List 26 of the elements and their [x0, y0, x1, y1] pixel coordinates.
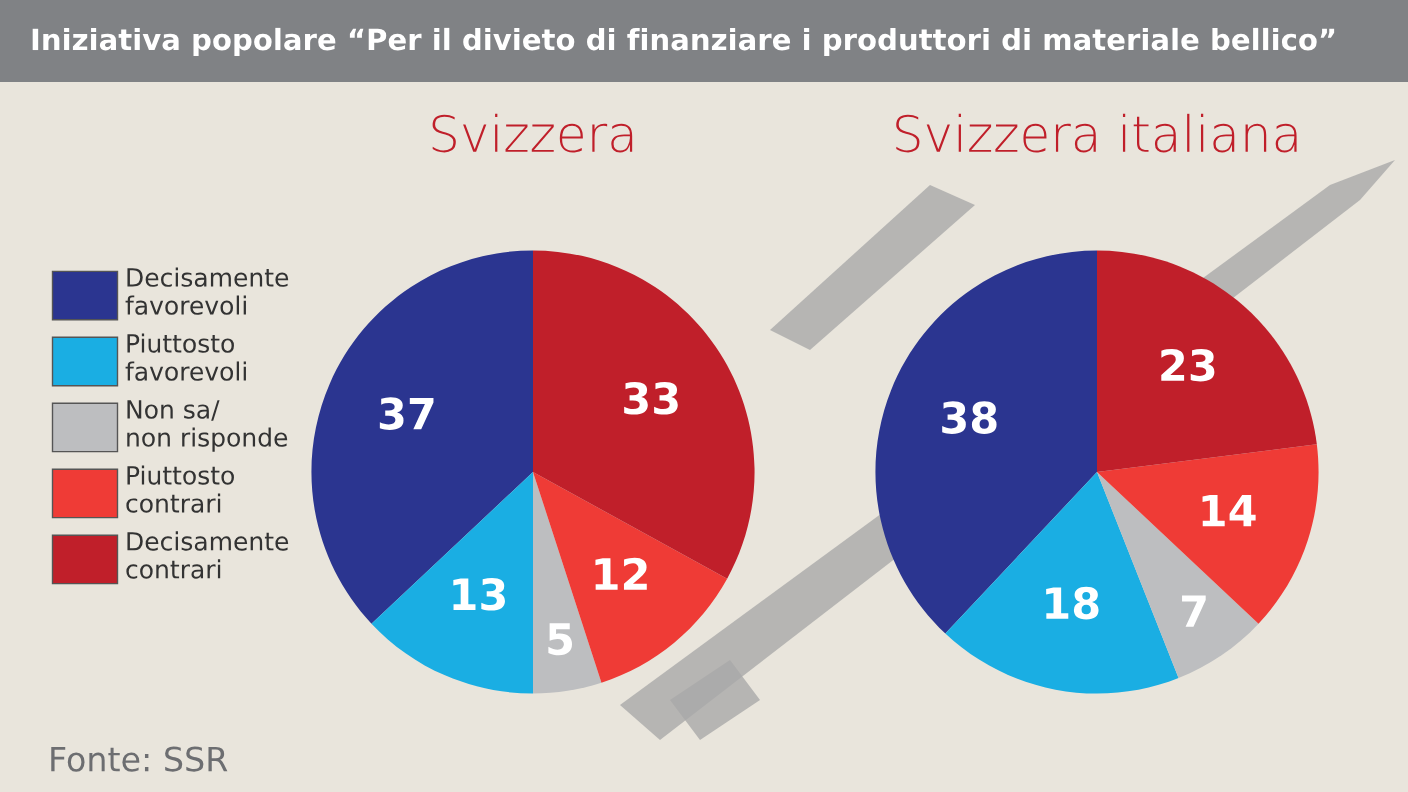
- data-label: 37: [379, 397, 434, 430]
- chart-subtitle: Svizzera: [432, 113, 633, 153]
- data-label: 7: [1182, 595, 1206, 627]
- data-label: 23: [1161, 348, 1215, 382]
- chart-subtitle: Svizzera italiana: [896, 113, 1297, 153]
- data-label: 5: [548, 623, 573, 656]
- legend-label: Piuttosto favorevoli: [125, 333, 246, 381]
- data-label: 14: [1202, 494, 1256, 527]
- data-label: 13: [453, 578, 505, 611]
- data-label: 12: [595, 557, 647, 590]
- pie-slice: [875, 250, 1097, 634]
- legend-label: Decisamente favorevoli: [125, 267, 289, 315]
- data-label: 18: [1046, 586, 1099, 620]
- pie-slice: [311, 250, 533, 624]
- source-note: Fonte: SSR: [51, 746, 228, 772]
- legend-label: Decisamente contrari: [126, 531, 289, 579]
- pie-slice: [533, 472, 728, 683]
- pie-slice: [371, 472, 533, 694]
- data-label: 38: [942, 401, 997, 434]
- legend-label: Piuttosto contrari: [126, 465, 234, 513]
- pie-slice: [1097, 250, 1317, 472]
- data-label: 33: [624, 382, 678, 415]
- pie-slice: [945, 472, 1179, 694]
- pie-slice: [1097, 472, 1259, 679]
- chart-title: Iniziativa popolare “Per il divieto di finanziare i produttori di materiale bellico”: [32, 27, 1335, 57]
- legend-label: Non sa/ non risponde: [127, 400, 288, 452]
